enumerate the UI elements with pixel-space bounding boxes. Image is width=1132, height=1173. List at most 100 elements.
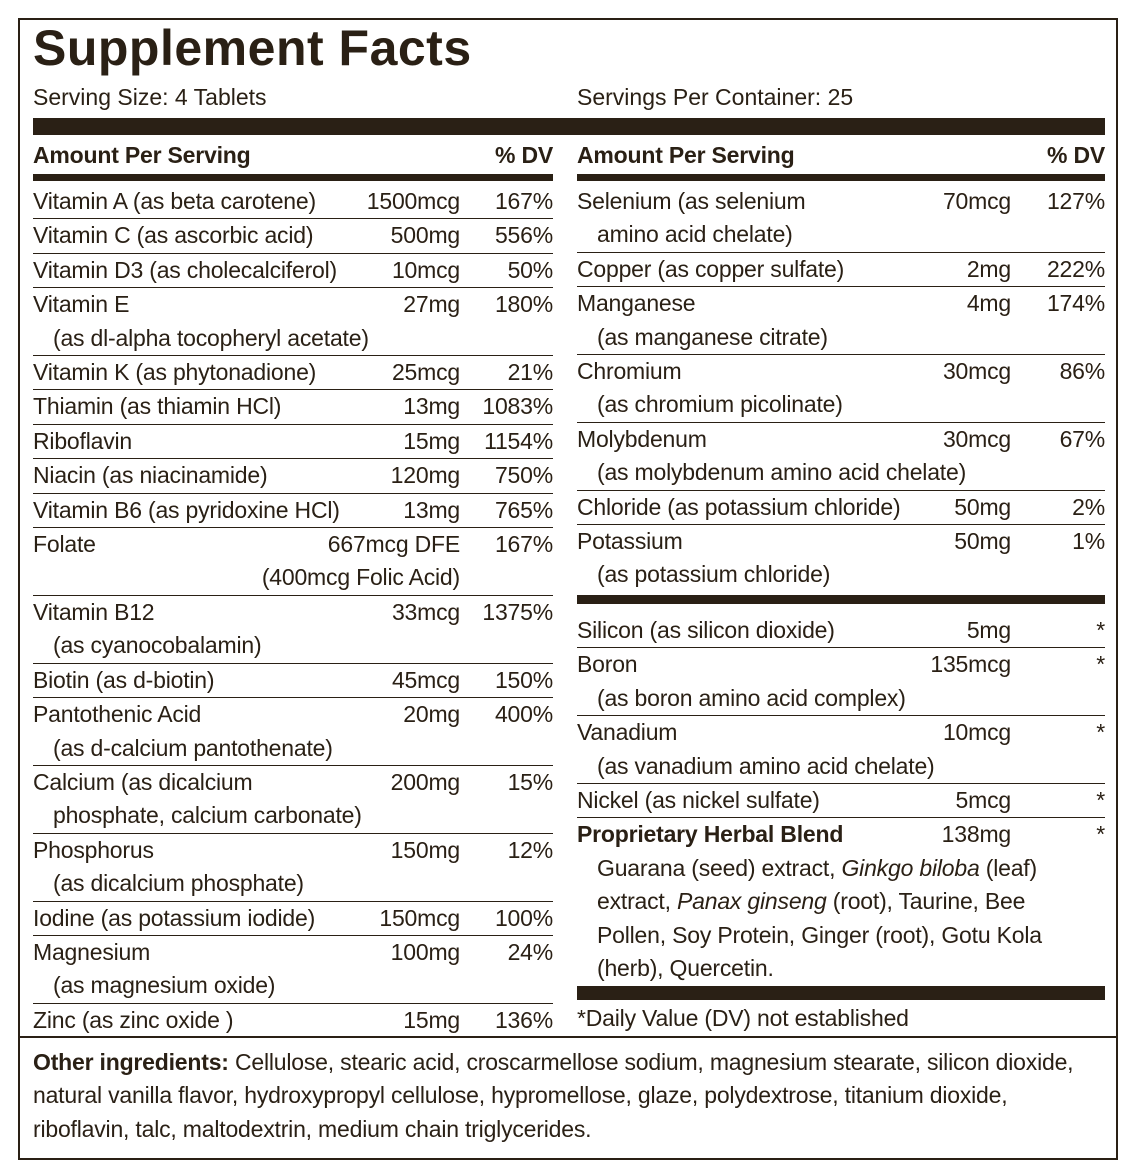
row-line: Silicon (as silicon dioxide) 5mg *	[577, 614, 1105, 647]
thick-rule	[33, 118, 1105, 135]
amount: 2mg	[966, 255, 1011, 282]
nutrient-source: amino acid chelate)	[597, 221, 793, 248]
row-line: Folate 667mcg DFE 167%	[33, 528, 553, 561]
nutrient-row: Zinc (as zinc oxide ) 15mg 136%	[33, 1004, 553, 1037]
nutrient-name: Folate	[33, 531, 96, 558]
row-line: Proprietary Herbal Blend 138mg *	[577, 818, 1105, 851]
row-line: Phosphorus 150mg 12%	[33, 834, 553, 867]
nutrient-row: Chloride (as potassium chloride) 50mg 2%	[577, 491, 1105, 526]
amount: 500mg	[390, 222, 461, 249]
thick-rule	[577, 986, 1105, 1001]
nutrient-source: (as manganese citrate)	[597, 323, 828, 350]
daily-value: 2%	[1072, 493, 1105, 520]
nutrient-row: Riboflavin 15mg 1154%	[33, 425, 553, 460]
nutrient-source: (as magnesium oxide)	[53, 972, 276, 999]
nutrient-source: (as boron amino acid complex)	[597, 684, 906, 711]
ingredient-text: Ginkgo biloba	[841, 854, 980, 881]
nutrient-row: Calcium (as dicalcium 200mg 15% phosphate, …	[33, 766, 553, 834]
amount-note: (400mcg Folic Acid)	[261, 564, 460, 591]
daily-value: 12%	[507, 836, 554, 863]
nutrient-row: Manganese 4mg 174% (as manganese citrate)	[577, 287, 1105, 356]
amount: 50mg	[954, 493, 1011, 520]
nutrient-row: Copper (as copper sulfate) 2mg 222%	[577, 253, 1105, 288]
nutrient-row: Pantothenic Acid 20mg 400% (as d-calcium pa…	[33, 698, 553, 766]
nutrient-name: Boron	[577, 651, 638, 678]
nutrient-name: Biotin (as d-biotin)	[33, 666, 215, 693]
nutrient-name: Chromium	[577, 358, 682, 385]
nutrient-source: phosphate, calcium carbonate)	[53, 802, 362, 829]
ingredient-text: (leaf) extract,	[597, 854, 1037, 915]
nutrient-name: Pantothenic Acid	[33, 701, 202, 728]
amount: 10mcg	[942, 719, 1011, 746]
daily-value: 15%	[507, 768, 554, 795]
nutrient-name: Calcium (as dicalcium	[33, 768, 253, 795]
amount: 25mcg	[391, 359, 460, 386]
other-ingredients-label: Other ingredients:	[33, 1049, 229, 1075]
amount: 70mcg	[942, 188, 1011, 214]
nutrient-row: Potassium 50mg 1% (as potassium chloride)	[577, 525, 1105, 592]
nutrient-row: Vitamin D3 (as cholecalciferol) 10mcg 50%	[33, 254, 553, 289]
nutrient-name: Vitamin A (as beta carotene)	[33, 188, 316, 214]
row-line: Vitamin D3 (as cholecalciferol) 10mcg 50%	[33, 254, 553, 287]
left-column: Amount Per Serving % DV Vitamin A (as beta…	[33, 137, 553, 1037]
right-column: Amount Per Serving % DV Selenium (as selen…	[577, 137, 1105, 1036]
nutrient-name: Vitamin D3 (as cholecalciferol)	[33, 256, 337, 283]
daily-value: 1%	[1072, 528, 1105, 555]
amount: 10mcg	[391, 256, 460, 283]
nutrient-name: Nickel (as nickel sulfate)	[577, 786, 820, 813]
daily-value: 1375%	[482, 598, 553, 625]
row-line: Riboflavin 15mg 1154%	[33, 425, 553, 458]
nutrient-name: Iodine (as potassium iodide)	[33, 904, 316, 931]
nutrient-row: Vitamin B12 33mcg 1375% (as cyanocobalamin)	[33, 596, 553, 664]
row-line: Vanadium 10mcg *	[577, 716, 1105, 749]
nutrient-row: Iodine (as potassium iodide) 150mcg 100%	[33, 902, 553, 936]
amount: 13mg	[403, 496, 460, 523]
daily-value: 100%	[494, 904, 553, 931]
row-line: Magnesium 100mg 24%	[33, 936, 553, 969]
daily-value: 150%	[494, 666, 553, 693]
row-line: Niacin (as niacinamide) 120mg 750%	[33, 459, 553, 492]
nutrient-row: Biotin (as d-biotin) 45mcg 150%	[33, 664, 553, 699]
nutrient-name: Potassium	[577, 528, 683, 555]
daily-value: 400%	[494, 701, 553, 728]
daily-value: *	[1096, 719, 1105, 746]
daily-value: 167%	[494, 531, 553, 558]
row-line: Thiamin (as thiamin HCl) 13mg 1083%	[33, 390, 553, 423]
daily-value: 765%	[494, 496, 553, 523]
nutrient-name: Phosphorus	[33, 836, 154, 863]
daily-value: 127%	[1046, 188, 1105, 214]
nutrient-source: (as potassium chloride)	[597, 561, 831, 588]
row-line: Vitamin B12 33mcg 1375%	[33, 596, 553, 629]
row-line: Calcium (as dicalcium 200mg 15%	[33, 766, 553, 799]
nutrient-row: Molybdenum 30mcg 67% (as molybdenum amino a…	[577, 423, 1105, 491]
row-line: Chromium 30mcg 86%	[577, 355, 1105, 388]
nutrient-name: Vitamin K (as phytonadione)	[33, 359, 317, 386]
nutrient-name: Vitamin B12	[33, 598, 155, 625]
amount: 13mg	[403, 393, 460, 420]
nutrient-source: (as dl-alpha tocopheryl acetate)	[53, 324, 369, 351]
amount: 200mg	[390, 768, 461, 795]
amount: 150mg	[390, 836, 461, 863]
nutrient-name: Chloride (as potassium chloride)	[577, 493, 901, 520]
nutrient-row: Phosphorus 150mg 12% (as dicalcium phosphat…	[33, 834, 553, 902]
nutrient-row: Vitamin E 27mg 180% (as dl-alpha tocopheryl…	[33, 288, 553, 357]
label-border	[18, 18, 1118, 1160]
nutrient-source: (as dicalcium phosphate)	[53, 870, 304, 897]
nutrient-name: Vitamin C (as ascorbic acid)	[33, 222, 314, 249]
amount: 135mcg	[930, 651, 1011, 678]
nutrient-row: Folate 667mcg DFE 167% (400mcg Folic Acid)	[33, 528, 553, 596]
blend: Proprietary Herbal Blend 138mg * Guarana (s…	[577, 818, 1105, 985]
blend-name: Proprietary Herbal Blend	[577, 821, 844, 848]
nutrient-name: Vitamin B6 (as pyridoxine HCl)	[33, 496, 340, 523]
header-row: Amount Per Serving % DV	[33, 137, 553, 173]
daily-value: 167%	[494, 188, 553, 214]
row-line: Vitamin B6 (as pyridoxine HCl) 13mg 765%	[33, 494, 553, 527]
amount: 667mcg DFE	[327, 531, 460, 558]
amount: 45mcg	[391, 666, 460, 693]
ingredient-text: (root), Taurine, Bee Pollen, Soy Protein…	[597, 888, 1042, 981]
nutrient-row: Niacin (as niacinamide) 120mg 750%	[33, 459, 553, 494]
row-line: Pantothenic Acid 20mg 400%	[33, 698, 553, 731]
row-line: Manganese 4mg 174%	[577, 287, 1105, 320]
row-line: Zinc (as zinc oxide ) 15mg 136%	[33, 1004, 553, 1037]
